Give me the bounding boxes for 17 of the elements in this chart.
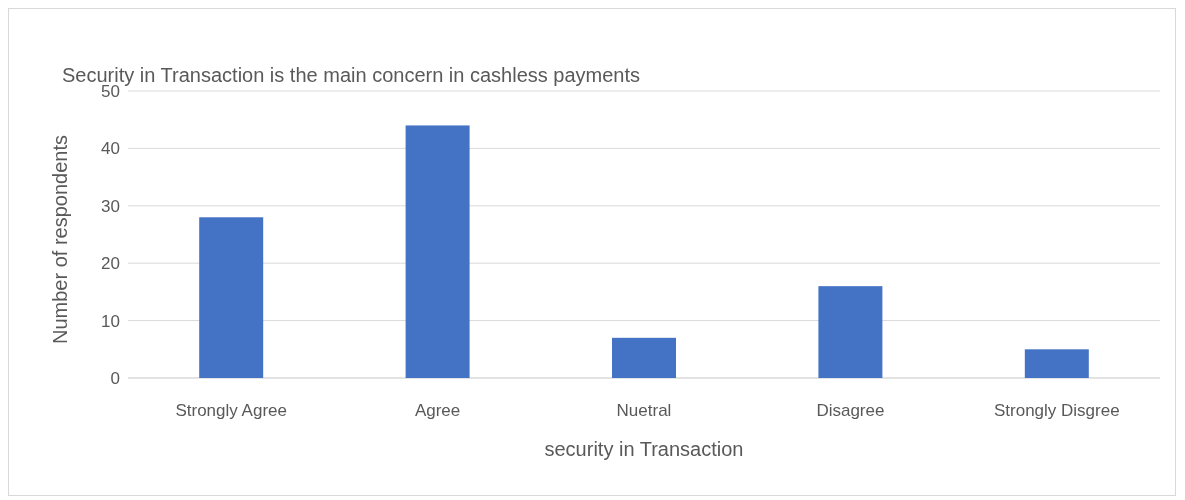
y-tick-label: 30 [101, 196, 120, 216]
x-tick-label: Strongly Agree [175, 401, 287, 420]
bar [612, 337, 676, 378]
x-tick-label: Agree [414, 401, 461, 420]
x-tick-label: Nuetral [616, 401, 672, 420]
bar [199, 217, 264, 378]
y-axis-title: Number of respondents [49, 134, 71, 345]
x-tick-label: Disagree [816, 401, 885, 420]
x-tick-label: Strongly Disgree [993, 401, 1120, 420]
y-tick-label: 0 [110, 368, 120, 388]
bar [818, 286, 883, 378]
y-tick-label: 20 [101, 254, 120, 274]
y-tick-label: 10 [101, 311, 120, 331]
bar [405, 125, 470, 378]
x-axis-title: security in Transaction [544, 438, 744, 460]
y-tick-label: 40 [101, 139, 120, 159]
bar [1024, 349, 1089, 378]
